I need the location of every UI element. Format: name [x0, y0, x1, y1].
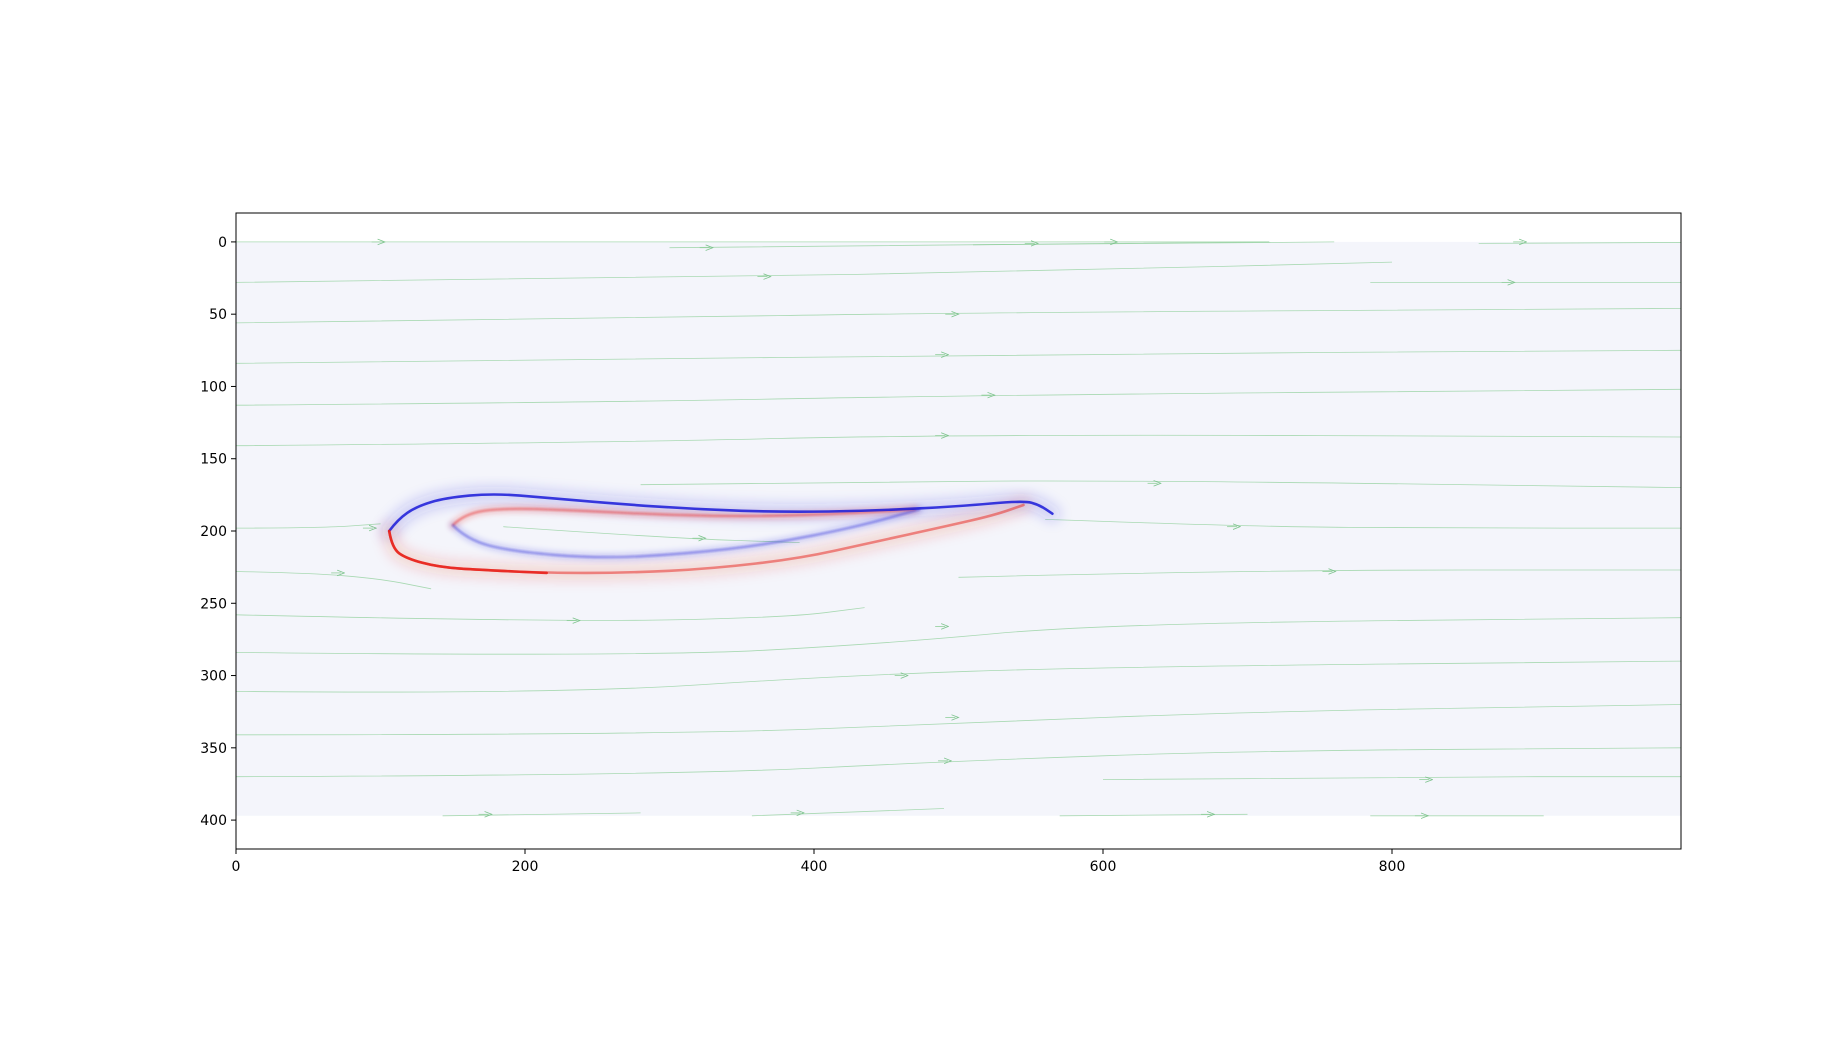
x-tick-label: 200 — [512, 859, 539, 875]
streamline — [751, 808, 945, 817]
streamline — [236, 434, 1681, 447]
x-tick-label: 600 — [1090, 859, 1117, 875]
streamline — [236, 607, 865, 621]
streamline — [1059, 813, 1248, 817]
y-tick-label: 0 — [218, 235, 227, 251]
inner-lower-line — [452, 508, 921, 558]
streamline — [1045, 519, 1681, 529]
streamline — [640, 480, 1681, 488]
streamline — [442, 812, 641, 817]
y-tick-label: 50 — [209, 307, 227, 323]
streamline — [236, 388, 1681, 406]
y-axis: 0 50 100 150 200 250 300 350 400 — [200, 235, 236, 829]
y-tick-label: 100 — [200, 379, 227, 395]
streamline — [236, 747, 1681, 778]
streamline — [972, 241, 1335, 246]
streamline — [236, 660, 1681, 693]
streamline — [236, 523, 381, 529]
streamline — [236, 617, 1681, 655]
y-tick-label: 300 — [200, 669, 227, 685]
y-tick-label: 250 — [200, 596, 227, 612]
y-tick-label: 350 — [200, 741, 227, 757]
streamline — [503, 526, 800, 543]
y-tick-label: 150 — [200, 452, 227, 468]
y-tick-label: 400 — [200, 813, 227, 829]
streamline — [958, 569, 1681, 578]
inner-upper-line — [452, 508, 916, 526]
airfoil-vorticity — [381, 486, 1061, 581]
streamline — [236, 704, 1681, 736]
y-tick-label: 200 — [200, 524, 227, 540]
upper-surface-vorticity — [387, 493, 1054, 533]
x-axis: 0 200 400 600 800 — [232, 849, 1406, 875]
streamline — [1478, 241, 1681, 244]
leading-edge-lower-vorticity — [387, 529, 548, 575]
x-tick-label: 400 — [801, 859, 828, 875]
streamline — [236, 308, 1681, 324]
x-tick-label: 0 — [232, 859, 241, 875]
plot-area — [236, 241, 1681, 817]
x-tick-label: 800 — [1379, 859, 1406, 875]
